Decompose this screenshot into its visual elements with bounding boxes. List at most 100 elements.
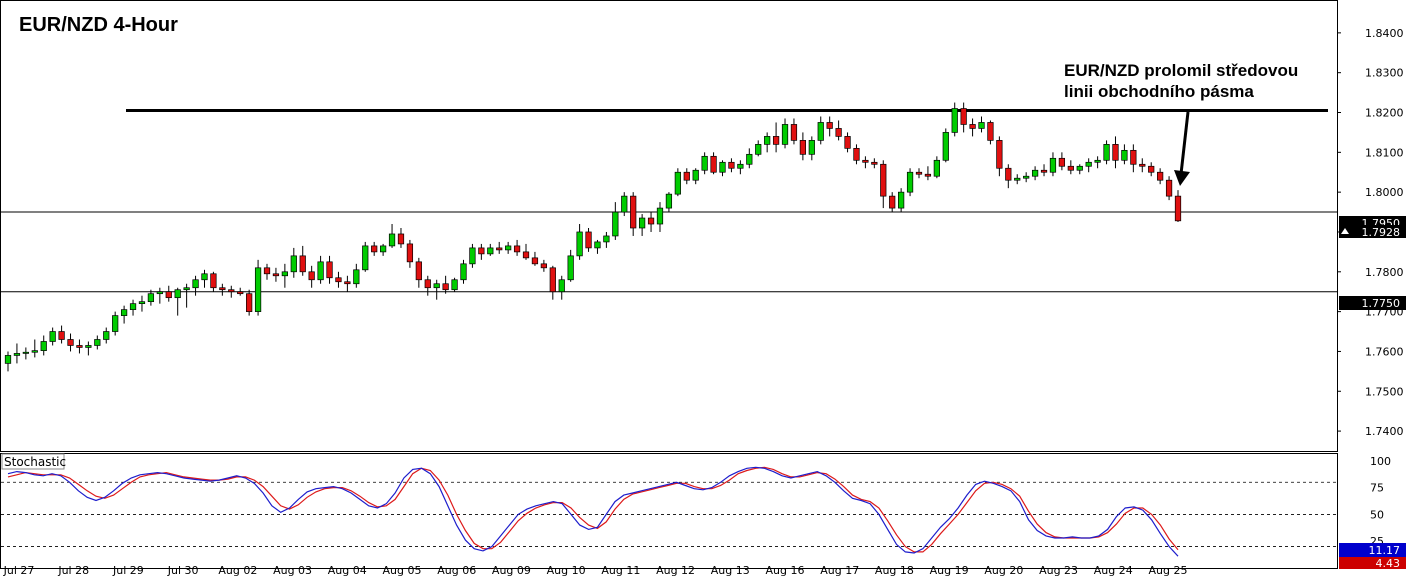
x-tick-label: Aug 19 bbox=[930, 564, 969, 576]
candle-body bbox=[764, 136, 771, 145]
candle bbox=[433, 279, 440, 300]
candle bbox=[85, 341, 92, 356]
candle-body bbox=[755, 144, 762, 155]
candle bbox=[1121, 144, 1128, 165]
stoch-tick-label: 75 bbox=[1370, 482, 1384, 495]
candle bbox=[978, 116, 985, 133]
candle-body bbox=[808, 140, 815, 155]
candle-body bbox=[103, 331, 110, 340]
candle-body bbox=[1094, 159, 1101, 163]
candle bbox=[174, 287, 181, 316]
candle bbox=[826, 116, 833, 137]
candle-body bbox=[603, 235, 610, 243]
candle-body bbox=[165, 291, 172, 299]
support-price-label: 1.7750 bbox=[1362, 297, 1401, 310]
candle bbox=[799, 132, 807, 161]
candle-body bbox=[272, 273, 280, 277]
candle-body bbox=[308, 271, 315, 281]
candle bbox=[4, 351, 12, 372]
candle bbox=[531, 251, 539, 266]
annotation-line-1: EUR/NZD prolomil středovou bbox=[1064, 61, 1298, 80]
candle bbox=[647, 212, 655, 232]
candle-body bbox=[513, 245, 521, 253]
candle-body bbox=[942, 132, 949, 161]
candle-body bbox=[549, 267, 556, 293]
candle bbox=[719, 160, 726, 177]
candle bbox=[656, 202, 664, 232]
candle bbox=[165, 285, 172, 302]
stochastic-panel-frame bbox=[0, 453, 1338, 569]
stoch-tick-label: 50 bbox=[1370, 508, 1384, 521]
candle-body bbox=[469, 247, 476, 265]
candle-body bbox=[371, 245, 378, 253]
candle bbox=[781, 118, 789, 149]
candle-body bbox=[228, 289, 235, 293]
candle bbox=[49, 327, 56, 346]
candle-body bbox=[67, 339, 74, 346]
candle-body bbox=[1040, 169, 1048, 173]
candle bbox=[996, 136, 1003, 177]
x-tick-label: Aug 20 bbox=[984, 564, 1023, 576]
candle-body bbox=[49, 331, 56, 342]
x-tick-label: Aug 09 bbox=[492, 564, 531, 576]
candle-body bbox=[781, 124, 789, 145]
x-tick-label: Aug 24 bbox=[1094, 564, 1133, 576]
candle bbox=[871, 158, 878, 169]
candle bbox=[228, 285, 235, 298]
x-tick-label: Aug 03 bbox=[273, 564, 312, 576]
candle-body bbox=[639, 217, 646, 229]
stochastic-label: Stochastic bbox=[4, 455, 66, 469]
candle-body bbox=[183, 287, 190, 291]
candle bbox=[1130, 144, 1137, 173]
candle bbox=[505, 241, 512, 254]
candle bbox=[906, 168, 914, 197]
candle-body bbox=[951, 108, 958, 133]
price-tick-label: 1.7600 bbox=[1365, 345, 1404, 358]
candle-body bbox=[263, 267, 271, 275]
candle-body bbox=[94, 339, 101, 346]
candle bbox=[272, 267, 280, 282]
x-tick-label: Jul 30 bbox=[167, 564, 199, 576]
candle-body bbox=[433, 283, 440, 289]
candle bbox=[1076, 164, 1083, 175]
price-tick-label: 1.8400 bbox=[1365, 27, 1404, 40]
candle bbox=[898, 188, 905, 213]
candle-body bbox=[344, 281, 351, 285]
candle-body bbox=[299, 255, 306, 273]
x-tick-label: Aug 04 bbox=[328, 564, 367, 576]
candle bbox=[22, 347, 29, 360]
candle bbox=[594, 239, 601, 254]
candle-body bbox=[719, 161, 726, 173]
candle bbox=[40, 335, 47, 356]
candle-body bbox=[826, 122, 833, 129]
candle bbox=[67, 333, 74, 352]
candle bbox=[728, 158, 735, 173]
candle-body bbox=[129, 303, 137, 310]
candle bbox=[960, 102, 967, 133]
candle bbox=[1157, 168, 1164, 185]
candle-body bbox=[290, 255, 297, 273]
candle bbox=[755, 140, 762, 157]
candle bbox=[549, 265, 556, 300]
candle bbox=[210, 271, 217, 292]
candle-body bbox=[585, 231, 592, 249]
candle bbox=[219, 283, 226, 296]
candle-body bbox=[647, 217, 655, 225]
candle bbox=[451, 277, 458, 292]
candle bbox=[683, 168, 690, 185]
candle-body bbox=[987, 122, 994, 141]
candle-body bbox=[665, 193, 673, 209]
candle-body bbox=[880, 163, 887, 197]
candle bbox=[701, 152, 708, 175]
candle-body bbox=[85, 345, 92, 348]
candle bbox=[1112, 136, 1119, 169]
candle-body bbox=[1157, 171, 1164, 181]
candle bbox=[156, 287, 163, 304]
candle bbox=[558, 275, 565, 300]
candle-body bbox=[388, 233, 396, 247]
candle-body bbox=[353, 269, 360, 285]
candle bbox=[764, 132, 771, 153]
candle bbox=[94, 335, 101, 350]
candle bbox=[808, 136, 815, 161]
